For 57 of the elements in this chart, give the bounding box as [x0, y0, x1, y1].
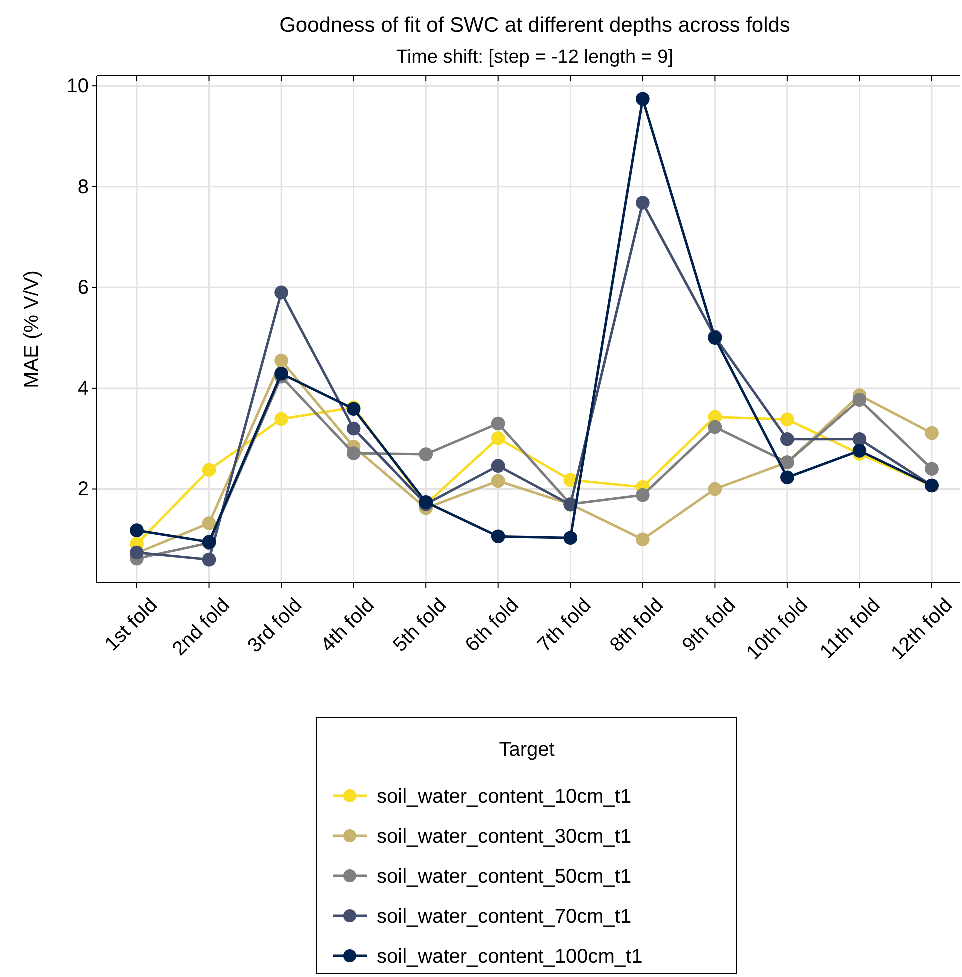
point	[708, 420, 722, 434]
point	[491, 459, 506, 473]
point	[636, 532, 650, 547]
point	[636, 488, 650, 502]
point	[491, 431, 506, 446]
point	[491, 530, 506, 544]
x-tick-label: 5th fold	[389, 594, 452, 656]
y-tick-label: 4	[78, 378, 89, 400]
legend-label: soil_water_content_10cm_t1	[377, 786, 632, 808]
x-tick-label: 6th fold	[462, 594, 524, 656]
point	[274, 286, 288, 300]
chart-title: Goodness of fit of SWC at different depths across folds	[280, 14, 790, 37]
point	[491, 416, 506, 431]
point	[852, 393, 867, 407]
point	[780, 412, 794, 427]
point	[636, 196, 650, 210]
point	[636, 92, 650, 106]
x-tick-label: 3rd fold	[244, 594, 307, 658]
x-tick-label: 4th fold	[316, 594, 379, 656]
point	[346, 446, 361, 460]
x-tick-label: 11th fold	[816, 594, 885, 664]
legend-label: soil_water_content_70cm_t1	[377, 906, 632, 928]
x-tick-label: 2nd fold	[168, 594, 234, 660]
y-tick-label: 10	[66, 75, 89, 98]
legend-label: soil_water_content_30cm_t1	[377, 826, 632, 848]
point	[852, 432, 867, 446]
legend-label: soil_water_content_100cm_t1	[377, 946, 643, 968]
point	[780, 432, 794, 446]
point	[925, 426, 939, 440]
point	[274, 412, 288, 426]
x-tick-label: 1st fold	[100, 594, 162, 656]
point	[780, 470, 794, 485]
point	[202, 516, 216, 530]
point	[202, 463, 216, 478]
point	[564, 531, 578, 546]
x-tick-label: 8th fold	[606, 594, 668, 656]
x-tick-label: 10th fold	[742, 594, 813, 664]
point	[274, 366, 288, 381]
point	[491, 474, 506, 488]
point	[202, 552, 216, 567]
y-tick-label: 2	[78, 478, 89, 501]
x-tick-label: 9th fold	[678, 594, 740, 656]
y-tick-label: 6	[78, 277, 89, 300]
point	[130, 524, 144, 538]
y-axis-title: MAE (% V/V)	[21, 270, 43, 388]
point	[346, 422, 361, 436]
point	[419, 448, 433, 462]
y-tick-label: 8	[78, 176, 89, 198]
point	[852, 444, 867, 458]
point	[274, 354, 288, 368]
legend-title: Target	[499, 739, 556, 761]
x-tick-label: 12th fold	[887, 594, 958, 664]
legend-label: soil_water_content_50cm_t1	[377, 866, 632, 888]
point	[708, 482, 722, 496]
x-tick-label: 7th fold	[534, 594, 596, 656]
point	[925, 462, 939, 476]
chart-subtitle: Time shift: [step = -12 length = 9]	[396, 47, 674, 68]
